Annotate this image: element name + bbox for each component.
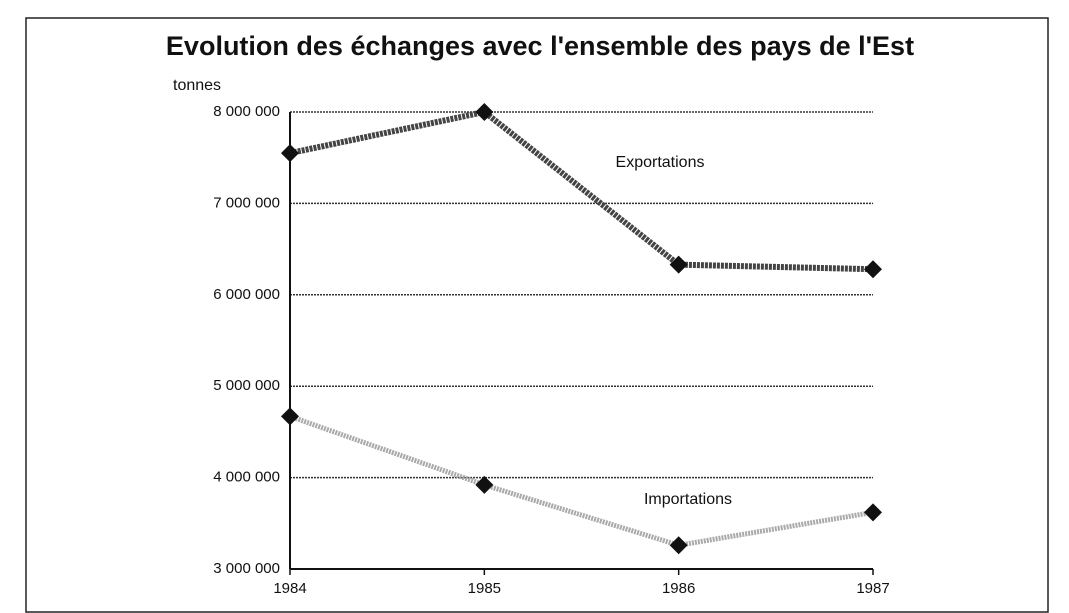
data-point (669, 536, 688, 555)
data-point (475, 103, 494, 121)
frame (25, 17, 1049, 613)
x-tick-label: 1985 (468, 580, 501, 597)
y-tick-label: 5 000 000 (213, 377, 280, 394)
y-tick-label: 7 000 000 (213, 194, 280, 211)
series-line (289, 414, 874, 548)
series-label: Importations (644, 491, 732, 508)
data-point (669, 255, 688, 274)
data-point (475, 475, 494, 494)
y-tick-label: 4 000 000 (213, 469, 280, 486)
y-tick-label: 6 000 000 (213, 286, 280, 303)
y-tick-label: 8 000 000 (213, 103, 280, 120)
data-point (864, 503, 882, 522)
x-tick-label: 1986 (662, 580, 695, 597)
data-point (281, 407, 299, 426)
y-axis-label: tonnes (173, 77, 221, 94)
x-tick-label: 1987 (856, 580, 889, 597)
data-point (281, 144, 299, 163)
chart-title: Evolution des échanges avec l'ensemble d… (166, 31, 914, 61)
y-tick-label: 3 000 000 (213, 560, 280, 577)
series-label: Exportations (616, 154, 705, 171)
x-tick-label: 1984 (273, 580, 306, 597)
data-point (864, 260, 882, 279)
series-line (289, 108, 874, 273)
